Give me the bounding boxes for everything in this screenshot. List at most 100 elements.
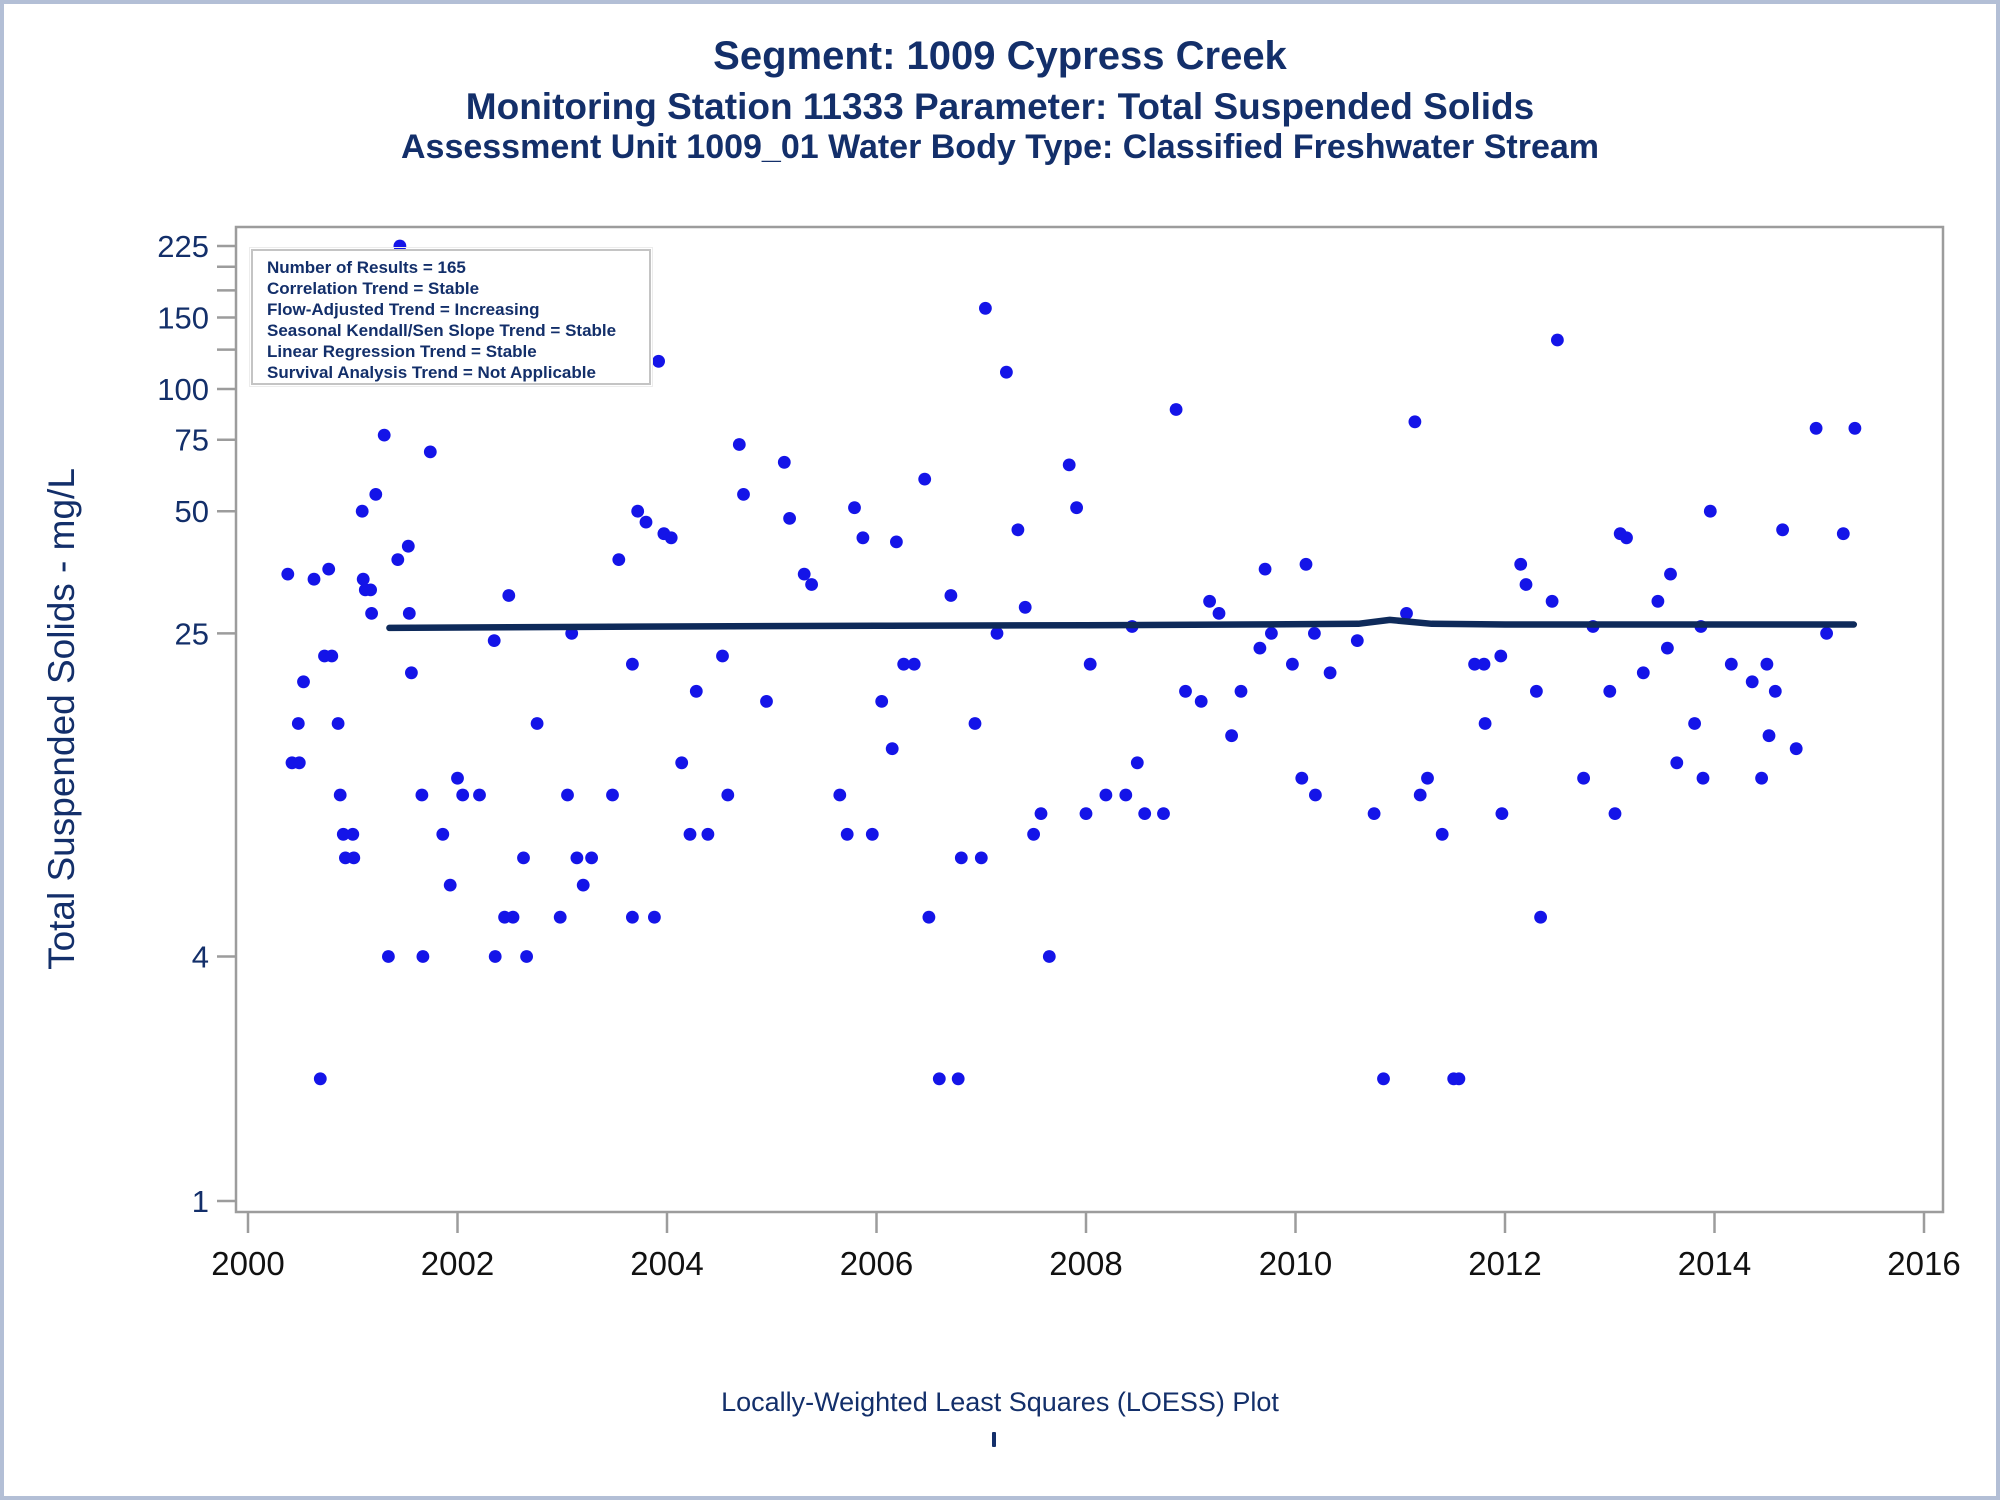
data-point <box>865 827 879 841</box>
x-tick-label: 2008 <box>1049 1245 1122 1282</box>
data-point <box>355 504 369 518</box>
data-point <box>576 878 590 892</box>
y-tick-label: 75 <box>175 423 209 458</box>
data-point <box>1299 557 1313 571</box>
data-point <box>1636 666 1650 680</box>
data-points <box>281 239 1862 1086</box>
data-point <box>292 756 306 770</box>
data-point <box>415 788 429 802</box>
data-point <box>1820 627 1833 640</box>
data-point <box>701 827 715 841</box>
data-point <box>918 472 932 486</box>
y-tick-label: 50 <box>175 494 209 529</box>
data-point <box>1789 742 1803 756</box>
loess-trend-line <box>386 616 1858 632</box>
data-point <box>1194 695 1208 708</box>
data-point <box>1377 1072 1390 1086</box>
data-point <box>423 445 437 459</box>
data-point <box>1776 523 1789 537</box>
data-point <box>506 910 520 924</box>
data-point <box>488 950 502 963</box>
data-point <box>721 788 735 802</box>
data-point <box>585 851 598 865</box>
data-point <box>1768 684 1782 698</box>
data-point <box>565 627 579 640</box>
data-point <box>325 649 339 663</box>
y-tick-label: 4 <box>192 940 209 975</box>
y-tick-label: 100 <box>157 372 209 407</box>
x-tick-label: 2012 <box>1468 1245 1541 1282</box>
data-point <box>990 627 1004 640</box>
data-point <box>856 531 870 545</box>
data-point <box>675 756 689 770</box>
data-point <box>1169 403 1183 416</box>
data-point <box>974 851 988 865</box>
data-point <box>1696 771 1710 785</box>
data-point <box>1534 910 1547 924</box>
data-point <box>1809 421 1823 435</box>
data-point <box>451 771 464 785</box>
data-point <box>885 742 899 756</box>
data-point <box>291 717 305 730</box>
data-point <box>1027 827 1040 841</box>
data-point <box>1119 788 1133 802</box>
data-point <box>281 567 295 581</box>
data-point <box>436 827 450 841</box>
caption-tick-mark <box>992 1432 996 1447</box>
data-point <box>1079 807 1093 820</box>
y-tick-label: 25 <box>175 616 209 651</box>
data-point <box>401 539 415 553</box>
x-tick-label: 2004 <box>630 1245 703 1282</box>
x-tick-label: 2010 <box>1259 1245 1332 1282</box>
data-point <box>1551 333 1564 347</box>
data-point <box>1212 607 1226 620</box>
data-point <box>1130 756 1144 770</box>
data-point <box>1545 594 1559 608</box>
stat-number-of-results: Number of Results = 165 <box>267 258 466 277</box>
x-tick-label: 2002 <box>421 1245 494 1282</box>
data-point <box>307 572 321 586</box>
data-point <box>313 1072 327 1086</box>
data-point <box>1452 1072 1466 1086</box>
data-point <box>1661 641 1674 655</box>
data-point <box>875 695 889 708</box>
data-point <box>1755 771 1768 785</box>
x-tick-label: 2014 <box>1678 1245 1751 1282</box>
data-point <box>1367 807 1381 820</box>
data-point <box>1350 634 1364 647</box>
data-point <box>631 504 645 518</box>
data-point <box>1157 807 1170 820</box>
data-point <box>760 695 773 708</box>
data-point <box>1688 717 1701 730</box>
data-point <box>716 649 729 663</box>
data-point <box>951 1072 965 1086</box>
data-point <box>639 515 653 529</box>
data-point <box>517 851 530 865</box>
data-point <box>1265 627 1278 640</box>
page-subtitle-station: Monitoring Station 11333 Parameter: Tota… <box>465 86 1535 127</box>
data-point <box>1762 729 1776 743</box>
data-point <box>1308 627 1321 640</box>
data-point <box>346 827 360 841</box>
data-point <box>1664 567 1677 581</box>
data-point <box>1018 600 1032 614</box>
data-point <box>606 788 619 802</box>
data-point <box>377 428 391 442</box>
data-point <box>1408 415 1422 429</box>
data-point <box>954 851 968 865</box>
data-point <box>848 501 861 515</box>
data-point <box>1295 771 1309 785</box>
y-tick-label: 1 <box>192 1184 209 1219</box>
data-point <box>1062 458 1076 472</box>
trend-results-inset-box: Number of Results = 165 Correlation Tren… <box>249 247 653 387</box>
data-point <box>456 788 470 802</box>
x-tick-label: 2000 <box>211 1245 284 1282</box>
stat-correlation-trend: Correlation Trend = Stable <box>267 279 480 298</box>
data-point <box>1477 657 1491 671</box>
data-point <box>487 634 501 647</box>
data-point <box>683 827 697 841</box>
y-tick-label: 150 <box>157 300 209 335</box>
data-point <box>1083 657 1097 671</box>
data-point <box>405 666 418 680</box>
data-point <box>840 827 854 841</box>
